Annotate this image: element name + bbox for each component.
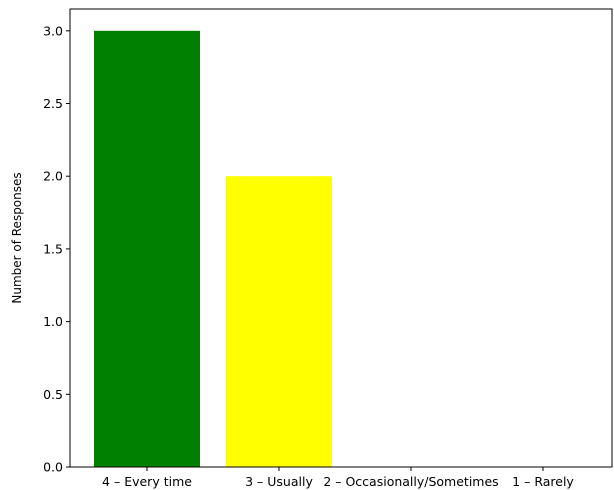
x-tick-label: 4 – Every time [102,474,192,489]
plot-frame [69,8,613,468]
bars-layer [94,30,332,468]
y-tick-label: 0.0 [43,460,63,475]
x-tick-label: 3 – Usually [245,474,313,489]
bar [94,30,200,468]
x-axis: 4 – Every time 3 – Usually 2 – Occasionall… [102,467,574,489]
y-tick-label: 1.0 [43,314,63,329]
y-tick-label: 0.5 [43,387,63,402]
x-tick-label: 1 – Rarely [512,474,574,489]
y-tick-label: 1.5 [43,241,63,256]
y-axis-label: Number of Responses [10,172,24,303]
x-tick-label: 2 – Occasionally/Sometimes [323,474,498,489]
y-axis: 0.0 0.5 1.0 1.5 2.0 2.5 3.0 [43,23,70,475]
y-tick-label: 3.0 [43,23,63,38]
y-tick-label: 2.5 [43,96,63,111]
y-tick-label: 2.0 [43,169,63,184]
bar [226,176,332,467]
